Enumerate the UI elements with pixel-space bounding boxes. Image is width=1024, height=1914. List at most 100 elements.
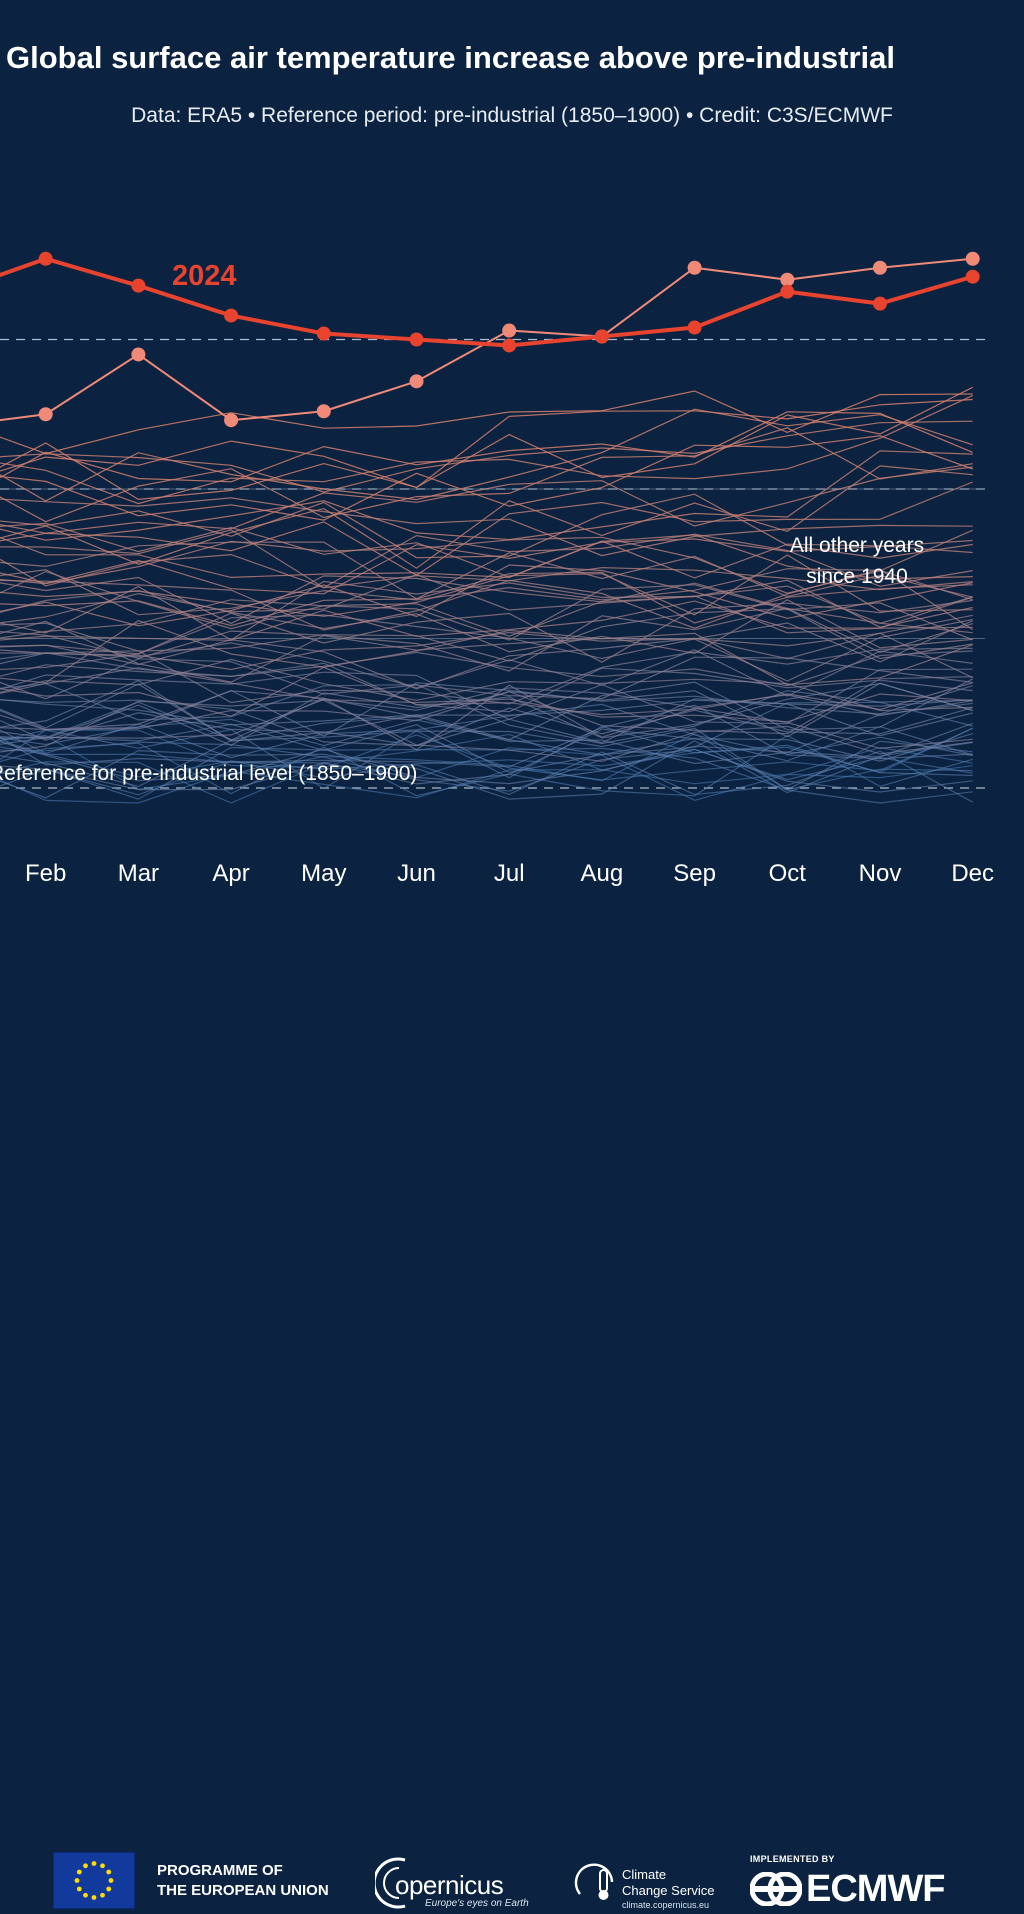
background-year-line bbox=[0, 701, 973, 756]
eu-star bbox=[76, 1869, 82, 1875]
background-year-line bbox=[0, 699, 973, 762]
series-2024-point-Sep bbox=[687, 320, 702, 335]
series-secondary-point-May bbox=[316, 404, 331, 419]
series-2024-point-Apr bbox=[224, 308, 239, 323]
background-year-line bbox=[0, 698, 973, 747]
background-year-line bbox=[0, 580, 973, 641]
series-secondary-point-Mar bbox=[131, 347, 146, 362]
series-2024-point-Jun bbox=[409, 332, 424, 347]
ecmwf-implemented-by: IMPLEMENTED BY bbox=[750, 1854, 835, 1864]
background-year-line bbox=[0, 741, 973, 793]
background-year-line bbox=[0, 538, 973, 595]
background-year-line bbox=[0, 676, 973, 735]
background-year-line bbox=[0, 571, 973, 627]
background-year-line bbox=[0, 647, 973, 705]
eu-line-1: PROGRAMME OF bbox=[157, 1862, 283, 1879]
series-2024-line bbox=[0, 256, 974, 348]
eu-star bbox=[108, 1878, 114, 1883]
eu-programme-text: PROGRAMME OF THE EUROPEAN UNION bbox=[157, 1861, 329, 1901]
c3s-url: climate.copernicus.eu bbox=[622, 1900, 710, 1910]
background-year-line bbox=[0, 564, 973, 627]
series-2024-point-Mar bbox=[131, 278, 146, 293]
background-year-line bbox=[0, 533, 973, 589]
x-tick-may: May bbox=[301, 860, 346, 887]
background-year-line bbox=[0, 596, 973, 641]
x-tick-aug: Aug bbox=[581, 860, 624, 887]
eu-star bbox=[83, 1892, 88, 1898]
eu-star bbox=[100, 1863, 105, 1869]
series-2024-point-Dec bbox=[965, 269, 980, 284]
background-year-line bbox=[0, 683, 973, 745]
c3s-line-2: Change Service bbox=[622, 1883, 715, 1898]
eu-star bbox=[76, 1886, 82, 1892]
series-secondary-point-Jun bbox=[409, 374, 424, 389]
x-tick-jun: Jun bbox=[397, 860, 436, 887]
background-year-line bbox=[0, 722, 973, 785]
label-reference: Reference for pre-industrial level (1850… bbox=[0, 762, 417, 785]
c3s-line-1: Climate bbox=[622, 1867, 667, 1882]
background-year-line bbox=[0, 575, 973, 628]
background-year-line bbox=[0, 704, 973, 768]
eu-star bbox=[83, 1863, 88, 1869]
series-secondary-point-Jul bbox=[502, 323, 517, 338]
background-year-line bbox=[0, 420, 973, 493]
series-secondary-point-Feb bbox=[38, 407, 53, 422]
eu-star bbox=[106, 1869, 112, 1875]
background-year-line bbox=[0, 608, 973, 662]
background-year-line bbox=[0, 584, 973, 641]
background-year-line bbox=[0, 746, 973, 804]
series-2024-point-Jul bbox=[502, 338, 517, 353]
background-year-line bbox=[0, 687, 973, 739]
label-other-years-line2: since 1940 bbox=[806, 565, 908, 588]
background-year-line bbox=[0, 534, 973, 580]
thermometer-cloud-icon bbox=[574, 1863, 614, 1900]
background-year-line bbox=[0, 684, 973, 751]
x-tick-oct: Oct bbox=[769, 860, 807, 887]
background-year-line bbox=[0, 411, 973, 483]
x-tick-mar: Mar bbox=[118, 860, 159, 887]
background-year-line bbox=[0, 386, 973, 501]
footer: PROGRAMME OF THE EUROPEAN UNION opernicu… bbox=[0, 920, 1024, 1910]
c3s-text: Climate Change Service bbox=[622, 1867, 715, 1899]
background-year-line bbox=[0, 408, 973, 502]
series-2024-point-Aug bbox=[594, 329, 609, 344]
background-year-line bbox=[0, 427, 973, 523]
ecmwf-logo-icon bbox=[750, 1872, 802, 1906]
background-year-line bbox=[0, 632, 973, 690]
background-year-line bbox=[0, 619, 973, 686]
eu-star bbox=[100, 1892, 105, 1898]
background-year-line bbox=[0, 666, 973, 717]
background-year-line bbox=[0, 568, 973, 616]
eu-star bbox=[106, 1886, 112, 1892]
background-year-line bbox=[0, 390, 973, 455]
background-year-line bbox=[0, 599, 973, 663]
background-year-line bbox=[0, 466, 973, 534]
background-year-line bbox=[0, 570, 973, 637]
highlight-layer bbox=[0, 251, 980, 428]
background-year-line bbox=[0, 574, 973, 634]
eu-line-2: THE EUROPEAN UNION bbox=[157, 1882, 329, 1899]
background-year-line bbox=[0, 740, 973, 800]
background-year-line bbox=[0, 728, 973, 791]
background-years-layer bbox=[0, 386, 974, 804]
series-secondary-point-Apr bbox=[224, 413, 239, 428]
series-2024-point-Feb bbox=[38, 251, 53, 266]
series-secondary-point-Oct bbox=[780, 272, 795, 287]
background-year-line bbox=[0, 398, 973, 489]
background-year-line bbox=[0, 493, 973, 559]
chart-title: Global surface air temperature increase … bbox=[6, 40, 895, 75]
eu-flag-icon bbox=[53, 1852, 135, 1909]
background-year-line bbox=[0, 554, 973, 617]
x-tick-apr: Apr bbox=[212, 860, 249, 887]
x-tick-feb: Feb bbox=[25, 860, 66, 887]
label-other-years-line1: All other years bbox=[790, 534, 924, 557]
series-secondary-line bbox=[0, 257, 973, 422]
background-year-line bbox=[0, 529, 973, 591]
background-year-line bbox=[0, 727, 973, 791]
background-year-line bbox=[0, 733, 973, 781]
series-2024-point-Oct bbox=[780, 284, 795, 299]
background-year-line bbox=[0, 497, 973, 557]
ecmwf-wordmark: ECMWF bbox=[806, 1868, 946, 1910]
copernicus-wordmark: opernicus bbox=[395, 1870, 504, 1900]
background-year-line bbox=[0, 522, 973, 579]
